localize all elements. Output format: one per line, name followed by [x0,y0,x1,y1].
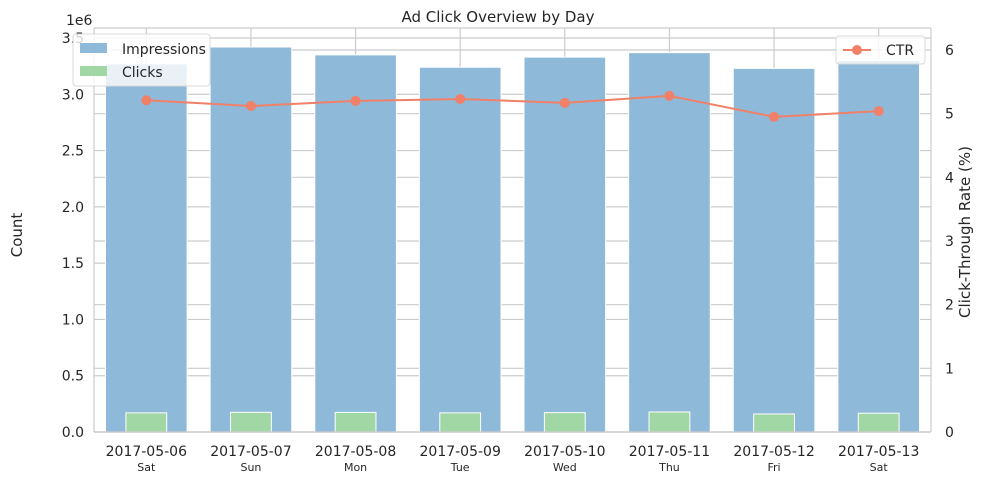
left-tick-label: 1.0 [62,312,84,328]
impressions-bar [523,56,607,433]
legend-clicks-label: Clicks [122,65,163,81]
left-tick-label: 0.5 [62,369,84,385]
right-tick-label: 5 [945,107,954,123]
x-tick-label: 2017-05-12 [733,444,814,460]
left-tick-label: 2.0 [62,200,84,216]
bars [105,46,920,433]
chart-title: Ad Click Overview by Day [402,8,595,26]
impressions-bar [314,54,397,433]
impressions-bar [628,52,711,433]
right-tick-label: 3 [945,234,954,250]
legend-impressions-label: Impressions [122,42,206,58]
legend-right-box [835,35,926,65]
legend-right: CTR [835,35,926,65]
x-tick-label: 2017-05-10 [524,444,605,460]
ctr-point [664,90,675,101]
x-tick-weekday: Mon [344,461,367,474]
axes: 0.00.51.01.52.02.53.03.501234562017-05-0… [62,27,954,474]
left-axis-scale-label: 1e6 [66,13,93,29]
impressions-bar [837,60,920,433]
x-tick-label: 2017-05-13 [838,444,919,460]
ctr-point [455,94,466,105]
impressions-bar [105,63,188,433]
left-tick-label: 3.0 [62,87,84,103]
x-tick-weekday: Fri [768,461,781,474]
x-tick-weekday: Wed [553,461,577,474]
left-tick-label: 0.0 [62,425,84,441]
clicks-bar [543,412,586,433]
ctr-point [350,95,361,106]
right-tick-label: 1 [945,361,954,377]
ctr-point [559,97,570,108]
ctr-series-line [146,94,879,118]
legend-left: Impressions Clicks [72,33,211,87]
clicks-bar [753,413,795,433]
clicks-bar [334,411,377,433]
ctr-point [873,106,884,117]
right-axis-label: Click-Through Rate (%) [956,146,974,318]
left-tick-label: 1.5 [62,256,84,272]
ctr-point [245,101,256,112]
x-tick-weekday: Thu [658,461,680,474]
right-tick-label: 6 [945,43,954,59]
legend-clicks-swatch [80,66,107,76]
x-tick-label: 2017-05-08 [315,444,396,460]
clicks-bar [857,412,900,433]
right-tick-label: 0 [945,425,954,441]
x-tick-label: 2017-05-06 [106,444,187,460]
x-tick-label: 2017-05-07 [210,444,291,460]
left-tick-label: 2.5 [62,144,84,160]
x-tick-label: 2017-05-09 [420,444,501,460]
clicks-bar [439,412,482,433]
impressions-bar [418,66,502,433]
legend-impressions-swatch [80,43,107,53]
x-tick-weekday: Sat [137,461,156,474]
clicks-bar [230,411,272,433]
legend-ctr-label: CTR [886,43,914,59]
clicks-bar [648,411,691,433]
impressions-bar [732,67,816,433]
left-axis-label: Count [8,213,26,258]
legend-ctr-marker [852,45,862,55]
x-tick-label: 2017-05-11 [629,444,710,460]
x-tick-weekday: Sun [240,461,261,474]
ctr-point [769,111,780,122]
right-tick-label: 2 [945,298,954,314]
legend-left-box [72,33,211,87]
x-tick-weekday: Sat [870,461,889,474]
x-tick-weekday: Tue [450,461,470,474]
impressions-bar [209,46,293,433]
ctr-point [141,95,152,106]
right-tick-label: 4 [945,170,954,186]
ctr-line [141,90,884,122]
clicks-bar [125,412,168,433]
